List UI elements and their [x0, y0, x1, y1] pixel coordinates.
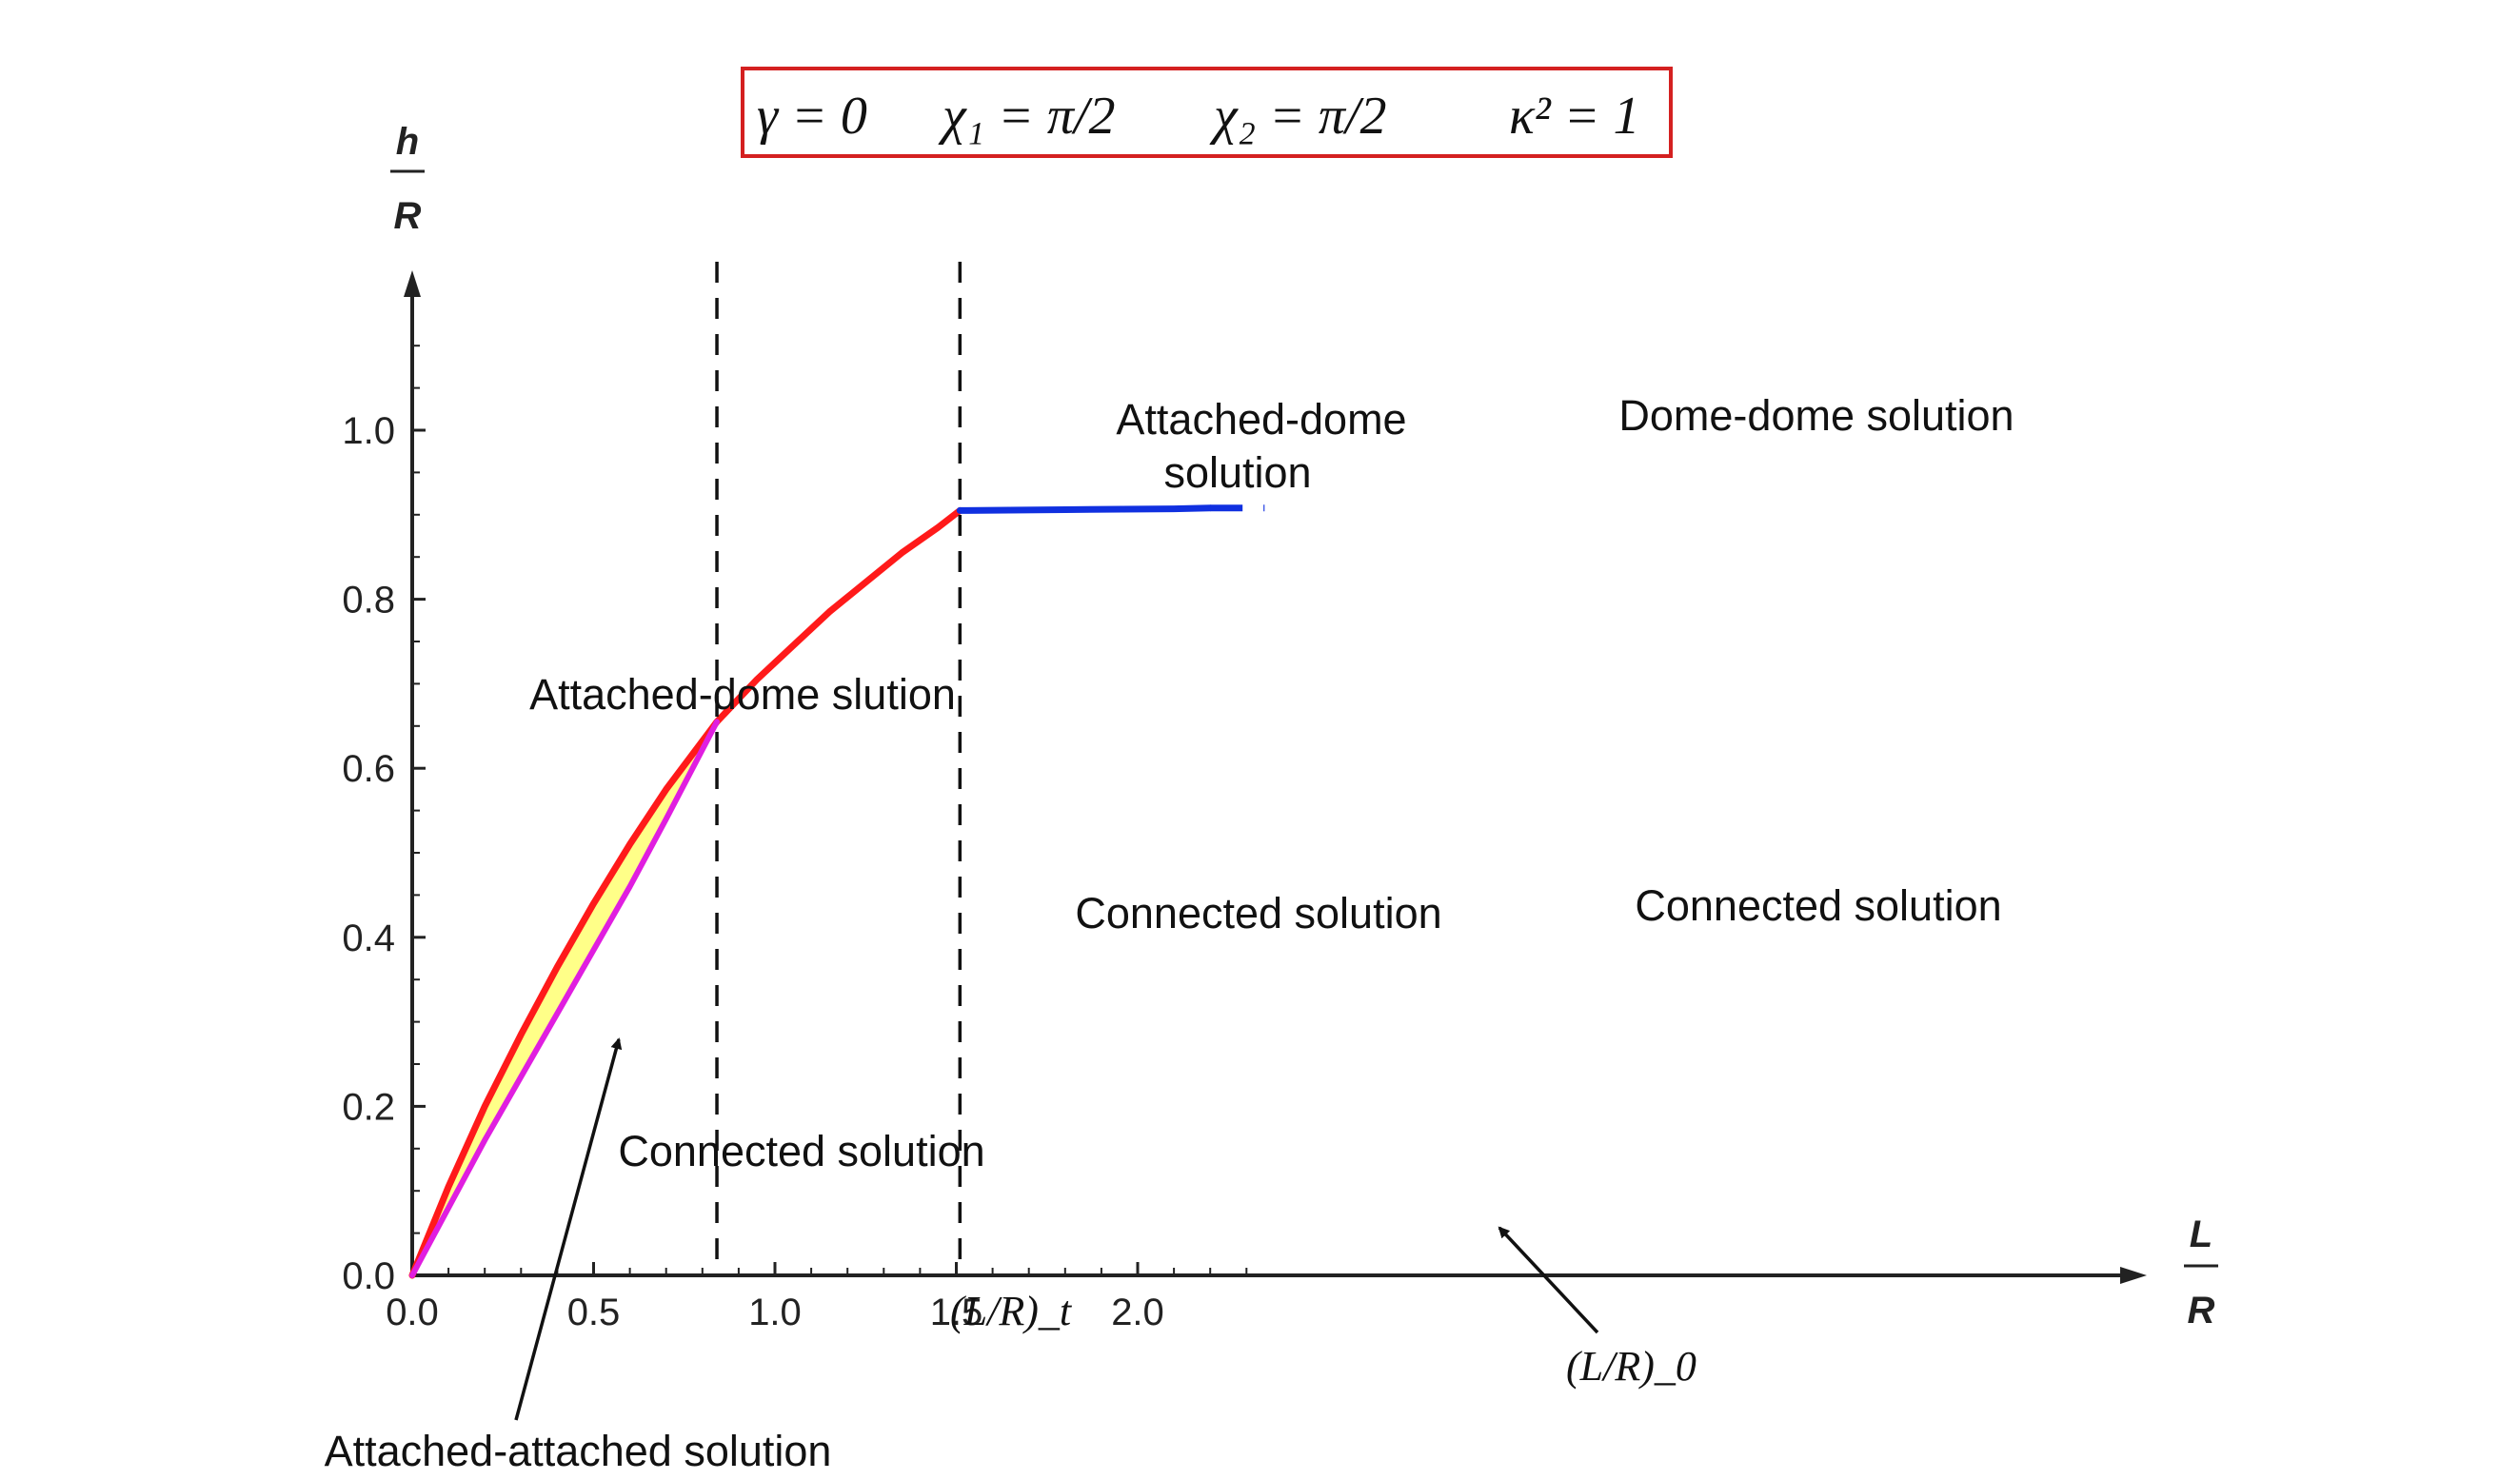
annotation-dome-dome: Dome-dome solution: [1618, 391, 2014, 440]
param-chi2: χ₂ = π/2: [1209, 87, 1387, 146]
y-tick-label: 0.2: [342, 1086, 395, 1128]
y-tick-label: 0.6: [342, 748, 395, 790]
y-tick-label: 0.4: [342, 918, 395, 959]
annotations: Attached-dome slution Connected solution…: [325, 391, 2014, 1475]
y-axis-label-num: h: [396, 121, 419, 163]
param-gamma: γ = 0: [757, 87, 867, 146]
y-tick-label: 1.0: [342, 410, 395, 452]
y-axis-arrow: [404, 270, 421, 297]
parameter-box: γ = 0 χ₁ = π/2 χ₂ = π/2 κ² = 1: [741, 67, 1673, 158]
y-tick-label: 0.8: [342, 580, 395, 622]
y-axis-label: h R: [390, 121, 425, 237]
x-tick-label: 1.0: [748, 1292, 802, 1333]
x-axis-label: L R: [2184, 1214, 2218, 1332]
param-chi1: χ₁ = π/2: [938, 87, 1116, 146]
param-kappa: κ² = 1: [1509, 87, 1639, 146]
x-axis-label-num: L: [2190, 1214, 2212, 1255]
annotation-connected-mid: Connected solution: [1075, 889, 1441, 937]
label-transition-point: (L/R)_t: [950, 1288, 1073, 1334]
annotation-attached-dome-left: Attached-dome slution: [529, 670, 956, 719]
annotation-attached-attached: Attached-attached solution: [325, 1427, 832, 1475]
series-blue-curve: [956, 504, 1214, 514]
x-tick-label: 2.0: [1111, 1292, 1164, 1333]
x-axis-arrow: [2120, 1267, 2147, 1284]
series-magenta-curve: [409, 719, 720, 1278]
x-tick-label: 1.5: [930, 1292, 983, 1333]
plot-area: [408, 262, 1265, 1279]
y-axis-label-den: R: [394, 195, 422, 237]
annotation-attached-dome-mid-1: Attached-dome: [1116, 395, 1406, 444]
annotation-connected-left: Connected solution: [618, 1127, 984, 1175]
arrow-attached-attached: [514, 1037, 623, 1421]
x-axis-label-den: R: [2188, 1290, 2215, 1332]
axes: 0.0 0.5 1.0 1.5 2.0 0.0 0.2 0.4 0.6 0.8 1.0 h R L …: [342, 121, 2218, 1333]
x-tick-label: 0.5: [567, 1292, 621, 1333]
annotation-attached-dome-mid-2: solution: [1163, 448, 1311, 497]
arrow-critical-point: [1498, 1226, 1599, 1334]
x-tick-label: 0.0: [386, 1292, 439, 1333]
parameter-box-frame: [741, 67, 1673, 158]
ticks: 0.0 0.5 1.0 1.5 2.0 0.0 0.2 0.4 0.6 0.8 1.0: [342, 345, 1248, 1333]
annotation-connected-right: Connected solution: [1635, 881, 2001, 930]
y-tick-label: 0.0: [342, 1255, 395, 1297]
series-red-curve: [408, 506, 963, 1279]
label-critical-point: (L/R)_0: [1566, 1343, 1697, 1390]
